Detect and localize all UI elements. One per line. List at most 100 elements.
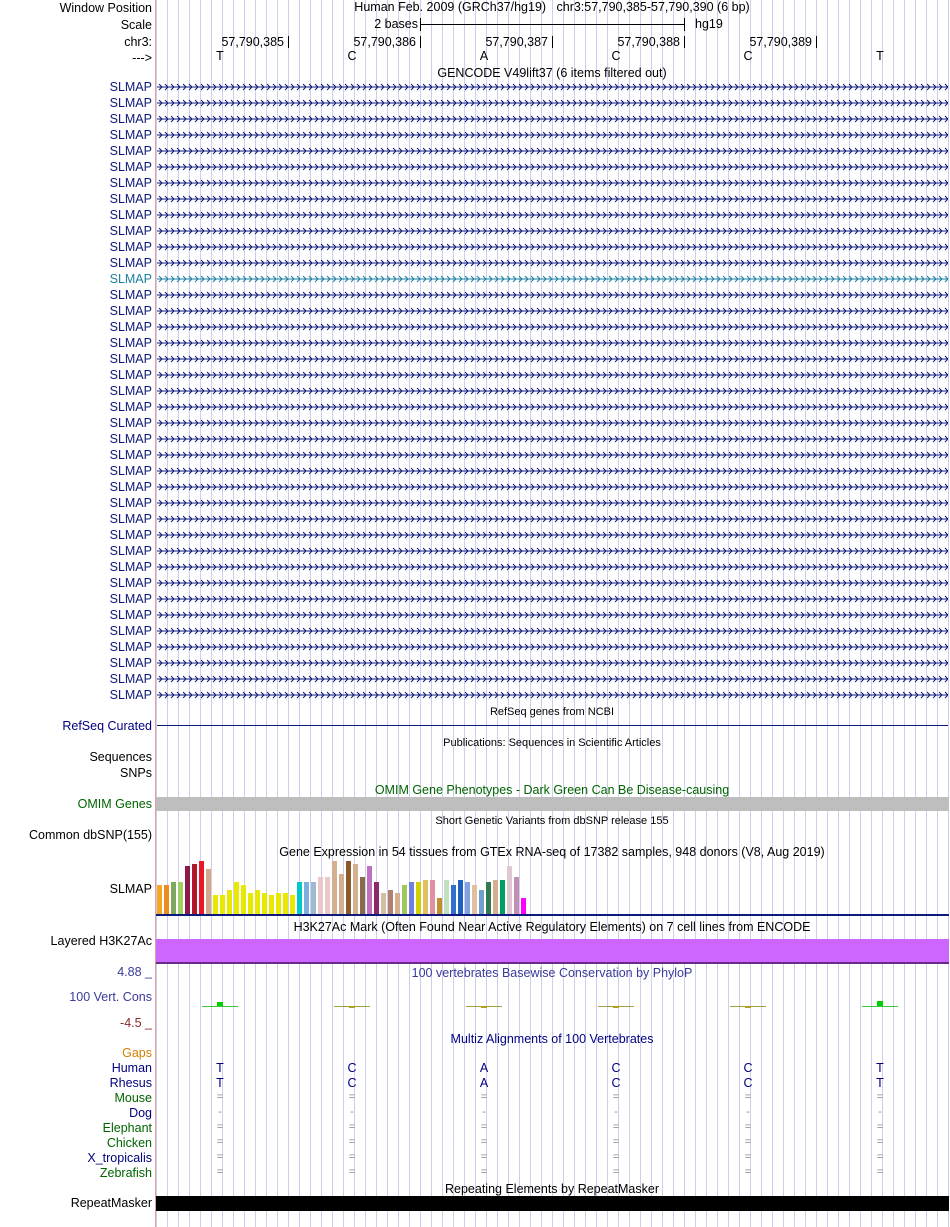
gencode-transcript[interactable] (157, 528, 948, 542)
gencode-transcript-label[interactable]: SLMAP (109, 576, 152, 590)
gtex-tissue-bar[interactable] (164, 885, 169, 914)
gtex-tissue-bar[interactable] (444, 880, 449, 914)
gencode-transcript-label[interactable]: SLMAP (109, 464, 152, 478)
multiz-species-label[interactable]: Zebrafish (99, 1166, 152, 1180)
gencode-transcript[interactable] (157, 144, 948, 158)
gencode-transcript-label[interactable]: SLMAP (109, 368, 152, 382)
gencode-transcript[interactable] (157, 208, 948, 222)
gtex-tissue-bar[interactable] (262, 893, 267, 914)
gencode-transcript[interactable] (157, 96, 948, 110)
gtex-tissue-bar[interactable] (374, 882, 379, 914)
gencode-transcript[interactable] (157, 544, 948, 558)
gencode-transcript[interactable] (157, 576, 948, 590)
gencode-transcript[interactable] (157, 304, 948, 318)
gtex-tissue-bar[interactable] (416, 882, 421, 914)
gencode-transcript-label[interactable]: SLMAP (109, 288, 152, 302)
gencode-transcript-label[interactable]: SLMAP (109, 528, 152, 542)
gtex-tissue-bar[interactable] (367, 866, 372, 914)
publications-track-title[interactable]: Publications: Sequences in Scientific Ar… (443, 737, 661, 749)
gtex-tissue-bar[interactable] (332, 861, 337, 914)
gtex-tissue-bar[interactable] (346, 861, 351, 914)
gencode-transcript-label[interactable]: SLMAP (109, 176, 152, 190)
multiz-track-title[interactable]: Multiz Alignments of 100 Vertebrates (450, 1032, 654, 1046)
repeatmasker-track-label[interactable]: RepeatMasker (70, 1196, 152, 1210)
gencode-transcript-label[interactable]: SLMAP (109, 688, 152, 702)
gtex-tissue-bar[interactable] (486, 882, 491, 914)
gencode-transcript-label[interactable]: SLMAP (109, 448, 152, 462)
omim-feature-bar[interactable] (156, 797, 949, 811)
phylop-score-mark[interactable] (745, 1006, 751, 1008)
gencode-transcript[interactable] (157, 384, 948, 398)
gtex-tissue-bar[interactable] (507, 866, 512, 914)
gtex-tissue-bar[interactable] (451, 885, 456, 914)
phylop-score-mark[interactable] (877, 1001, 883, 1006)
gtex-tissue-bar[interactable] (318, 877, 323, 914)
gtex-track-title[interactable]: Gene Expression in 54 tissues from GTEx … (279, 845, 825, 859)
gencode-transcript-label[interactable]: SLMAP (109, 96, 152, 110)
gtex-tissue-bar[interactable] (213, 895, 218, 914)
gencode-transcript[interactable] (157, 112, 948, 126)
multiz-species-label[interactable]: X_tropicalis (87, 1151, 152, 1165)
gencode-transcript-label[interactable]: SLMAP (109, 80, 152, 94)
gtex-tissue-bar[interactable] (206, 869, 211, 914)
gencode-transcript-label[interactable]: SLMAP (109, 400, 152, 414)
gencode-transcript-label[interactable]: SLMAP (109, 608, 152, 622)
phylop-score-mark[interactable] (613, 1006, 619, 1008)
gtex-tissue-bar[interactable] (241, 885, 246, 914)
gencode-transcript[interactable] (157, 432, 948, 446)
gencode-transcript-label[interactable]: SLMAP (109, 240, 152, 254)
gencode-transcript[interactable] (157, 688, 948, 702)
gencode-transcript[interactable] (157, 656, 948, 670)
gtex-tissue-bar[interactable] (465, 882, 470, 914)
gtex-tissue-bar[interactable] (290, 895, 295, 914)
gencode-transcript[interactable] (157, 320, 948, 334)
gtex-tissue-bar[interactable] (381, 893, 386, 914)
phylop-track-label[interactable]: 100 Vert. Cons (69, 990, 152, 1004)
gencode-transcript-label[interactable]: SLMAP (109, 192, 152, 206)
gencode-transcript[interactable] (157, 256, 948, 270)
gencode-transcript-label[interactable]: SLMAP (109, 512, 152, 526)
gencode-transcript[interactable] (157, 560, 948, 574)
gtex-tissue-bar[interactable] (157, 885, 162, 914)
gtex-tissue-bar[interactable] (339, 874, 344, 914)
gencode-transcript-label[interactable]: SLMAP (109, 592, 152, 606)
gencode-transcript[interactable] (157, 400, 948, 414)
gencode-transcript[interactable] (157, 240, 948, 254)
gencode-transcript-label[interactable]: SLMAP (109, 272, 152, 286)
gencode-transcript-label[interactable]: SLMAP (109, 624, 152, 638)
gencode-transcript-label[interactable]: SLMAP (109, 544, 152, 558)
phylop-track-title[interactable]: 100 vertebrates Basewise Conservation by… (411, 966, 693, 980)
gencode-transcript[interactable] (157, 336, 948, 350)
multiz-species-label[interactable]: Human (111, 1061, 152, 1075)
multiz-species-label[interactable]: Chicken (106, 1136, 152, 1150)
multiz-species-label[interactable]: Mouse (114, 1091, 152, 1105)
gtex-track-label[interactable]: SLMAP (109, 882, 152, 896)
gtex-tissue-bar[interactable] (283, 893, 288, 914)
repeatmasker-track-title[interactable]: Repeating Elements by RepeatMasker (444, 1182, 660, 1196)
gencode-transcript[interactable] (157, 608, 948, 622)
gtex-tissue-bar[interactable] (479, 890, 484, 914)
gencode-transcript-label[interactable]: SLMAP (109, 480, 152, 494)
phylop-score-mark[interactable] (481, 1006, 487, 1008)
h3k27ac-track-label[interactable]: Layered H3K27Ac (50, 934, 152, 948)
gtex-tissue-bar[interactable] (493, 880, 498, 914)
gencode-transcript[interactable] (157, 464, 948, 478)
gtex-tissue-bar[interactable] (234, 882, 239, 914)
refseq-track-title[interactable]: RefSeq genes from NCBI (489, 706, 615, 718)
dbsnp-track-label[interactable]: Common dbSNP(155) (29, 828, 152, 842)
refseq-track-label[interactable]: RefSeq Curated (62, 719, 152, 733)
phylop-score-mark[interactable] (349, 1006, 355, 1008)
gencode-transcript[interactable] (157, 592, 948, 606)
gencode-transcript[interactable] (157, 416, 948, 430)
gtex-tissue-bar[interactable] (402, 885, 407, 914)
publications-sequences-label[interactable]: Sequences (89, 750, 152, 764)
gencode-transcript-label[interactable]: SLMAP (109, 256, 152, 270)
gencode-transcript-label[interactable]: SLMAP (109, 144, 152, 158)
gtex-tissue-bar[interactable] (423, 880, 428, 914)
omim-track-label[interactable]: OMIM Genes (77, 797, 152, 811)
h3k27ac-signal-bar[interactable] (156, 939, 949, 962)
gtex-tissue-bar[interactable] (500, 880, 505, 914)
multiz-species-label[interactable]: Dog (129, 1106, 152, 1120)
gtex-tissue-bar[interactable] (248, 893, 253, 914)
gtex-tissue-bar[interactable] (297, 882, 302, 914)
